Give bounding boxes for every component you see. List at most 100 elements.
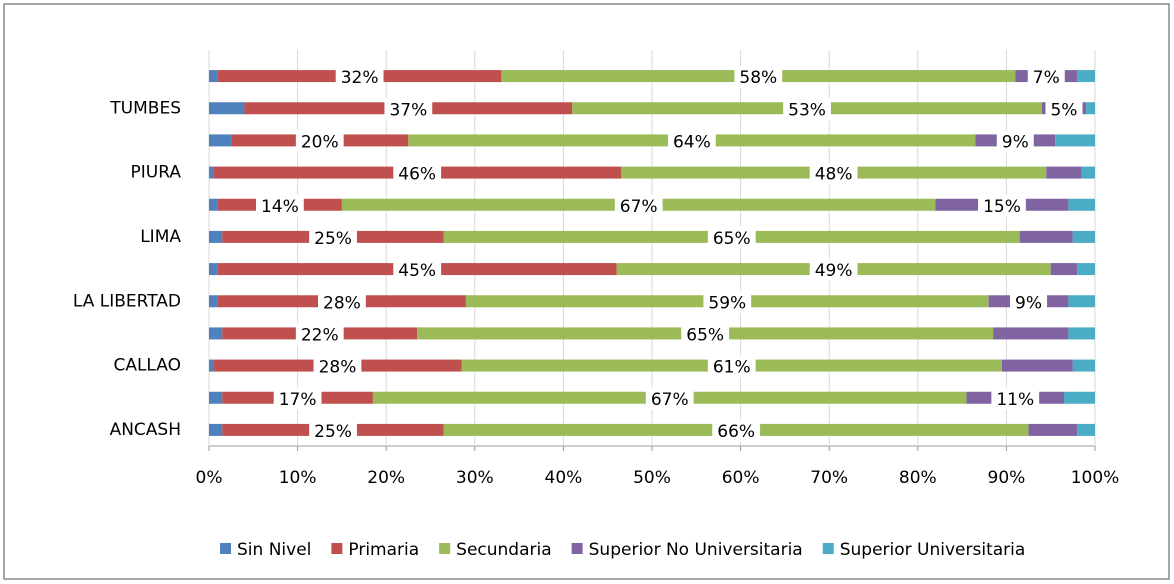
bar-segment (1050, 263, 1078, 276)
data-label: 45% (398, 261, 436, 281)
bar-segment (209, 295, 218, 308)
data-label-bg (703, 291, 752, 314)
x-tick-label: 40% (545, 468, 583, 488)
data-label: 67% (620, 197, 658, 217)
data-label-bg (1027, 66, 1065, 89)
data-label: 25% (314, 229, 352, 249)
data-label-bg (255, 194, 304, 217)
data-label: 14% (261, 197, 299, 217)
bar-segment (1068, 295, 1095, 308)
x-tick-label: 0% (196, 468, 223, 488)
y-tick-label: PIURA (131, 163, 182, 183)
data-label-bg (273, 387, 322, 410)
bar-segment (1028, 423, 1078, 436)
data-label-bg (318, 291, 366, 314)
bar-segment (209, 198, 218, 211)
y-tick-label: LIMA (140, 227, 181, 247)
data-label: 22% (301, 325, 339, 345)
x-tick-label: 100% (1071, 468, 1120, 488)
bar-segment (993, 327, 1069, 340)
legend-swatch (822, 543, 834, 554)
bar-segment (209, 230, 223, 243)
data-label: 37% (389, 100, 427, 120)
data-label: 46% (398, 165, 436, 185)
data-label-bg (978, 194, 1026, 217)
data-label-bg (309, 419, 357, 442)
data-label: 58% (739, 68, 777, 88)
data-label-bg (809, 162, 858, 185)
x-tick-label: 70% (810, 468, 848, 488)
data-label: 64% (673, 132, 711, 152)
legend-label: Sin Nivel (237, 540, 311, 560)
data-label-bg (645, 387, 694, 410)
bar-segment (1077, 70, 1095, 83)
data-label: 20% (301, 132, 339, 152)
y-tick-label: CALLAO (113, 356, 181, 376)
x-tick-label: 60% (722, 468, 760, 488)
data-label: 65% (713, 229, 751, 249)
data-label-bg (384, 98, 433, 121)
x-tick-label: 80% (899, 468, 937, 488)
data-label: 32% (341, 68, 379, 88)
bar-segment (1068, 198, 1095, 211)
data-label: 61% (713, 358, 751, 378)
bar-segment (1081, 166, 1095, 179)
data-label-bg (393, 162, 442, 185)
bar-segment (209, 391, 223, 404)
data-label: 48% (815, 165, 853, 185)
data-label: 67% (651, 390, 689, 410)
bar-segment (209, 70, 218, 83)
x-tick-label: 50% (633, 468, 671, 488)
bar-segment (1055, 134, 1095, 147)
x-tick-label: 20% (367, 468, 405, 488)
bar-segment (1072, 359, 1095, 372)
data-label-bg (707, 355, 756, 378)
data-label-bg (809, 259, 858, 282)
bar-segment (1063, 391, 1095, 404)
y-tick-label: TUMBES (109, 98, 181, 118)
x-tick-label: 10% (279, 468, 317, 488)
data-label: 28% (323, 293, 361, 313)
bar-segment (1019, 230, 1073, 243)
x-tick-label: 90% (988, 468, 1026, 488)
data-label: 65% (686, 325, 724, 345)
data-label-bg (295, 130, 344, 153)
legend-label: Primaria (348, 540, 419, 560)
data-label: 5% (1050, 100, 1077, 120)
data-label-bg (335, 66, 384, 89)
bar-segment (1001, 359, 1073, 372)
bar-segment (1046, 166, 1082, 179)
data-label: 66% (717, 422, 755, 442)
x-tick-label: 30% (456, 468, 494, 488)
data-label: 15% (983, 197, 1021, 217)
legend-swatch (220, 543, 231, 554)
data-label-bg (614, 194, 663, 217)
bar-segment (209, 134, 232, 147)
data-label-bg (681, 323, 730, 346)
y-tick-label: LA LIBERTAD (73, 291, 181, 311)
data-label: 7% (1033, 68, 1060, 88)
legend-label: Secundaria (456, 540, 551, 560)
bar-segment (209, 166, 214, 179)
data-label: 59% (708, 293, 746, 313)
data-label-bg (667, 130, 716, 153)
data-label: 9% (1015, 293, 1042, 313)
legend-swatch (331, 543, 343, 554)
data-label: 53% (788, 100, 826, 120)
bar-segment (1077, 263, 1095, 276)
data-label-bg (712, 419, 761, 442)
data-label: 9% (1002, 132, 1029, 152)
data-label-bg (707, 226, 756, 249)
data-label-bg (783, 98, 831, 121)
data-label-bg (309, 226, 357, 249)
bar-segment (1072, 230, 1095, 243)
legend-swatch (439, 543, 451, 554)
bar-segment (209, 423, 223, 436)
bar-segment (209, 359, 214, 372)
data-label-bg (1045, 98, 1083, 121)
data-label-bg (1010, 291, 1048, 314)
data-label-bg (313, 355, 362, 378)
bar-segment (209, 327, 223, 340)
data-label: 17% (279, 390, 317, 410)
